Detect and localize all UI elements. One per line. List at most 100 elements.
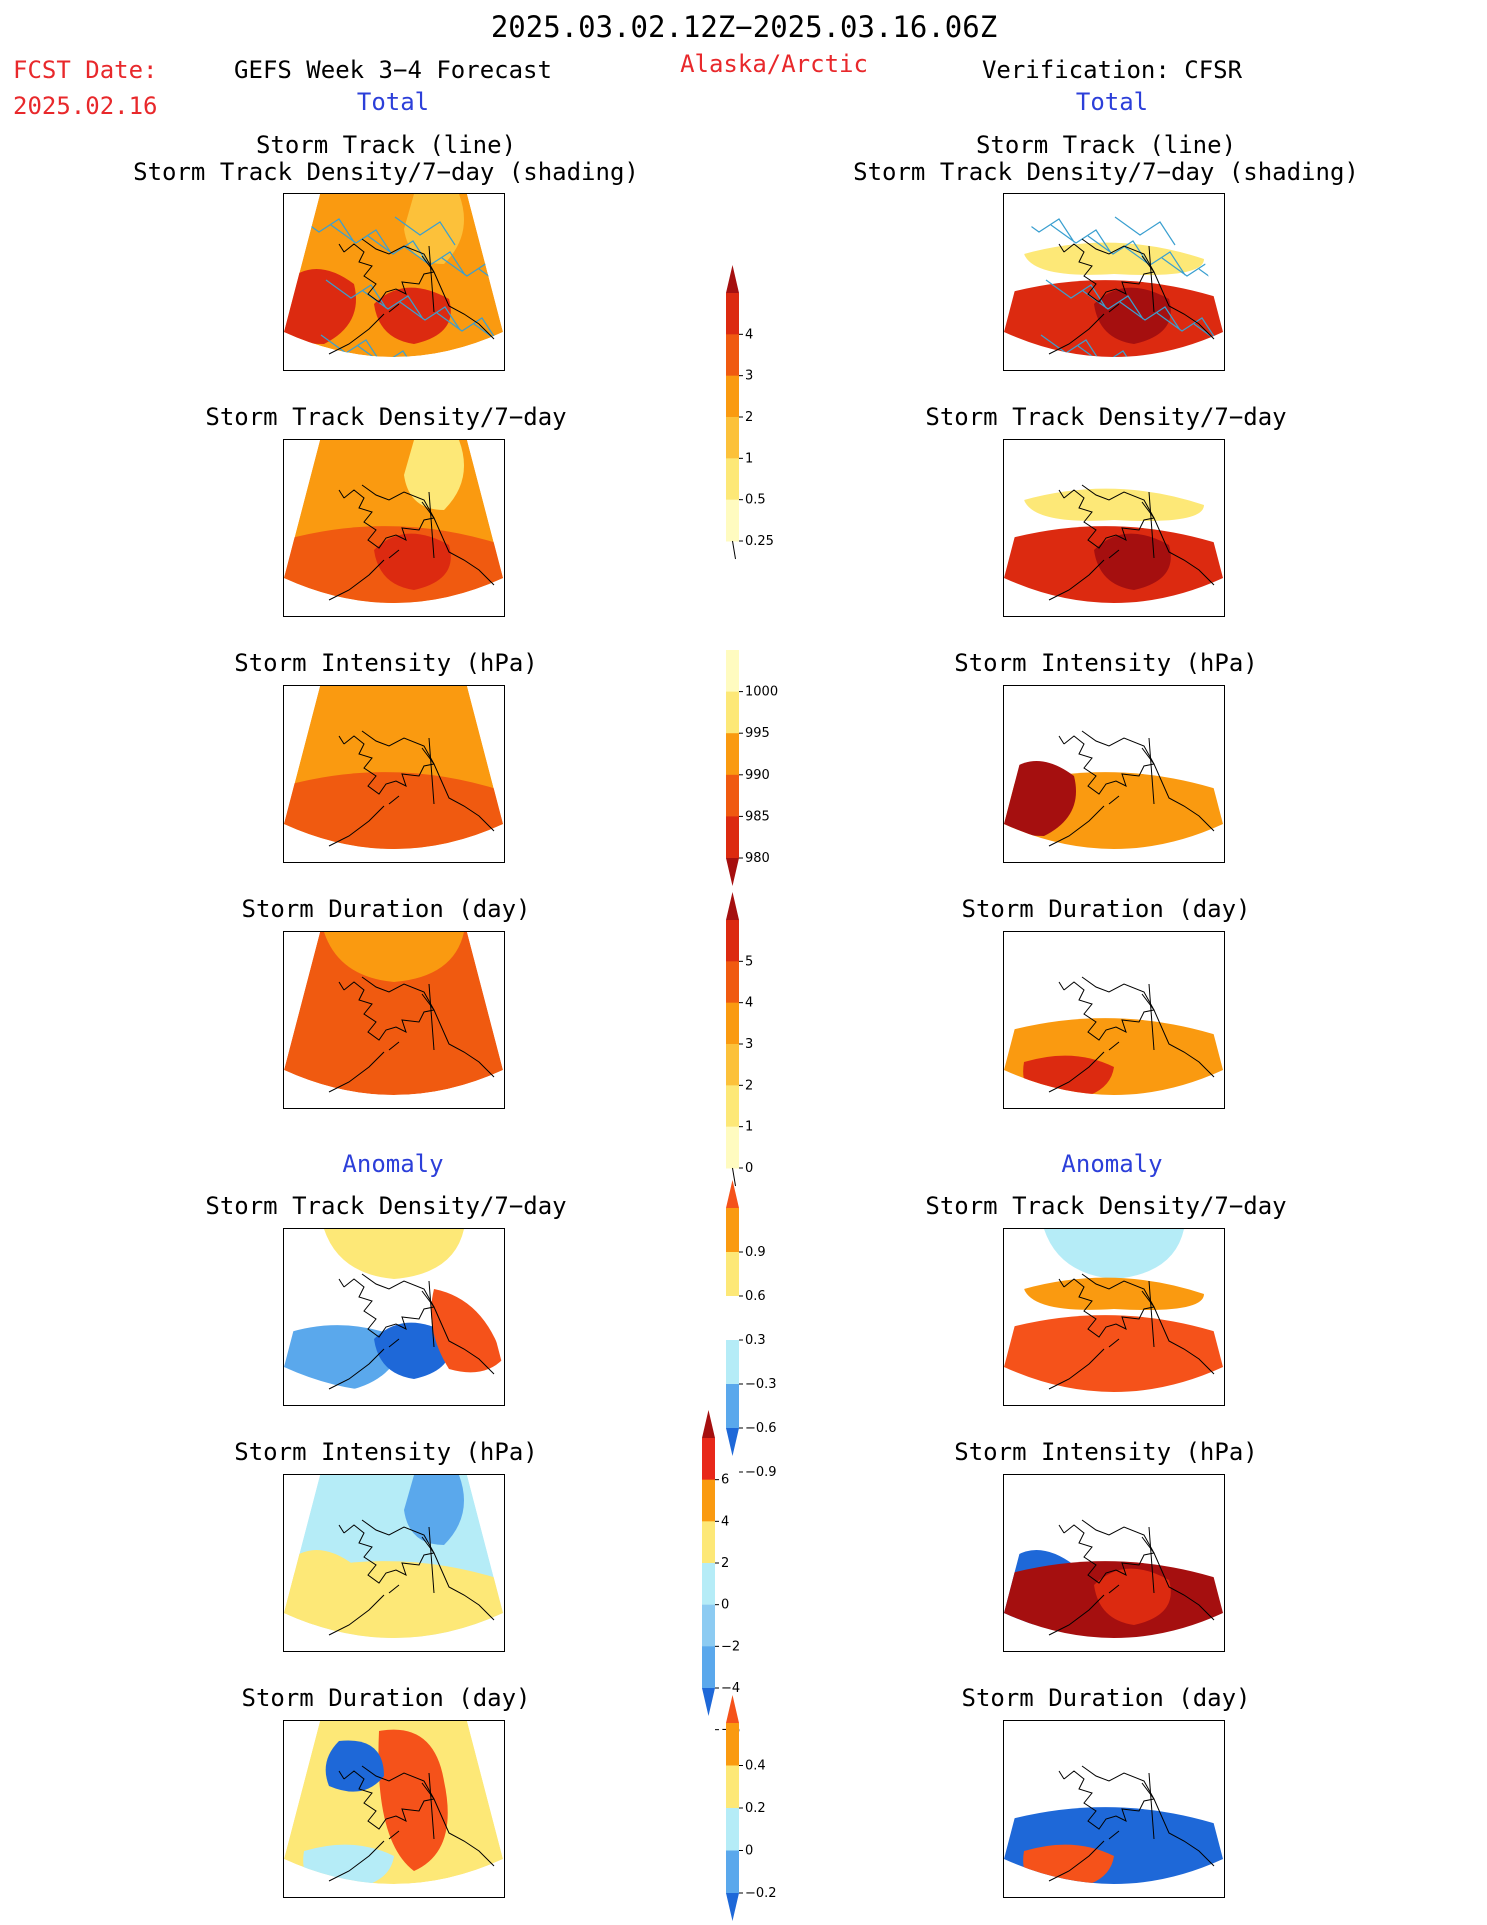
map-right-anom-duration [1003,1720,1225,1898]
shaded-region [1004,1315,1223,1392]
shaded-region [404,194,464,264]
canada-border [1148,245,1155,313]
colorbar-swatch [726,458,739,501]
colorbar-tick-label: 0.5 [745,493,766,508]
colorbar-swatch [726,816,739,859]
colorbar-svg: 4 3 2 1 0.5 0.25 [726,265,774,560]
colorbar-swatch [702,1479,715,1522]
colorbar-tick-label: 2 [721,1556,729,1571]
colorbar-swatch [726,334,739,377]
shaded-region [324,932,464,982]
colorbar-tick-label: −4 [721,1681,740,1696]
canada-border [428,1772,435,1840]
colorbar-density-total: 4 3 2 1 0.5 0.25 [726,265,789,560]
colorbar-swatch [702,1604,715,1647]
colorbar-tick-label: 0 [745,1161,753,1176]
map-left-intensity [283,685,505,863]
colorbar-tick-label: 985 [745,809,770,824]
alaska-coastline [1048,238,1215,355]
map-canvas [1004,1229,1223,1392]
colorbar-tick-label: 2 [745,1078,753,1093]
colorbar-duration-anom: 0.40.20−0.2−0.4 [726,1695,789,1925]
colorbar-bottom-triangle [726,1893,739,1921]
colorbar-top-triangle [726,1695,739,1723]
colorbar-tick-label: 0 [745,1844,753,1859]
shaded-region [303,1844,394,1884]
shaded-region [1044,1229,1184,1279]
map-right-anom-intensity [1003,1474,1225,1652]
map-right-density [1003,439,1225,617]
left-track-title: Storm Track (line) Storm Track Density/7… [133,132,639,186]
map-left-anom-duration [283,1720,505,1898]
colorbar-swatch [726,1002,739,1045]
colorbar-swatch [726,961,739,1004]
shaded-region [1024,1277,1204,1310]
left-anom-density-title: Storm Track Density/7−day [205,1192,567,1220]
title-line-2: Storm Track Density/7−day (shading) [133,158,639,186]
shaded-region [284,772,503,849]
colorbar-duration-total: 5 4 3 2 1 0 [726,892,789,1187]
colorbar-tick-label: 3 [745,1037,753,1052]
map-right-anom-density [1003,1228,1225,1406]
left-density-title: Storm Track Density/7−day [205,403,567,431]
colorbar-tick-label: 980 [745,851,770,866]
alaska-coastline [328,1273,495,1390]
shaded-region [1024,488,1204,521]
canada-border [1148,491,1155,559]
shaded-region [284,1561,503,1638]
right-anom-density-title: Storm Track Density/7−day [925,1192,1287,1220]
colorbar-tick-label: 2 [745,410,753,425]
canada-border [1148,1526,1155,1594]
map-canvas [284,1721,503,1884]
colorbar-svg: 0.40.20−0.2−0.4 [726,1695,777,1921]
canada-border [428,737,435,805]
map-left-track [283,193,505,371]
colorbar-svg: 0.9 0.6 0.3 −0.3 −0.6 −0.9 [726,1180,777,1480]
colorbar-tail [732,540,736,560]
right-section-anomaly: Anomaly [1061,1150,1163,1178]
shaded-region [1094,1568,1171,1625]
shaded-region [378,1729,448,1871]
shaded-region [431,1289,503,1373]
alaska-coastline [328,238,495,355]
colorbar-tail [732,1167,736,1187]
colorbar-tick-label: 1 [745,451,753,466]
colorbar-svg: 5 4 3 2 1 0 [726,892,753,1187]
colorbar-tick-label: −0.2 [745,1886,777,1901]
map-canvas [284,1475,503,1638]
alaska-coastline [1048,1765,1215,1882]
colorbar-tick-label: 0.9 [745,1245,766,1260]
colorbar-tick-label: 0.6 [745,1289,766,1304]
colorbar-tick-label: 0.25 [745,534,774,549]
colorbar-top-triangle [726,1180,739,1208]
storm-track-lines [1013,213,1223,357]
alaska-coastline [1048,1273,1215,1390]
right-anom-duration-title: Storm Duration (day) [961,1684,1251,1712]
colorbar-tick-label: 1000 [745,685,778,700]
fcst-date-value: 2025.02.16 [13,92,158,120]
right-track-title: Storm Track (line) Storm Track Density/7… [853,132,1359,186]
colorbar-top-triangle [726,892,739,920]
title-line-1: Storm Track (line) [255,131,517,159]
colorbar-swatch [726,1044,739,1086]
colorbar-tick-label: −2 [721,1639,740,1654]
canada-border [1148,983,1155,1051]
colorbar-tick-label: −0.6 [745,1421,777,1436]
right-density-title: Storm Track Density/7−day [925,403,1287,431]
map-canvas [1004,1475,1223,1638]
alaska-coastline [1048,976,1215,1093]
colorbar-tick-label: 0 [721,1598,729,1613]
canada-border [428,491,435,559]
shaded-region [374,533,451,590]
alaska-coastline [1048,1519,1215,1636]
colorbar-swatch [726,1296,739,1341]
colorbar-swatch [726,293,739,335]
colorbar-swatch [726,1126,739,1169]
right-section-total: Total [1075,88,1149,116]
colorbar-swatch [726,375,739,418]
right-intensity-title: Storm Intensity (hPa) [954,649,1258,677]
map-canvas [284,686,503,849]
alaska-coastline [328,976,495,1093]
